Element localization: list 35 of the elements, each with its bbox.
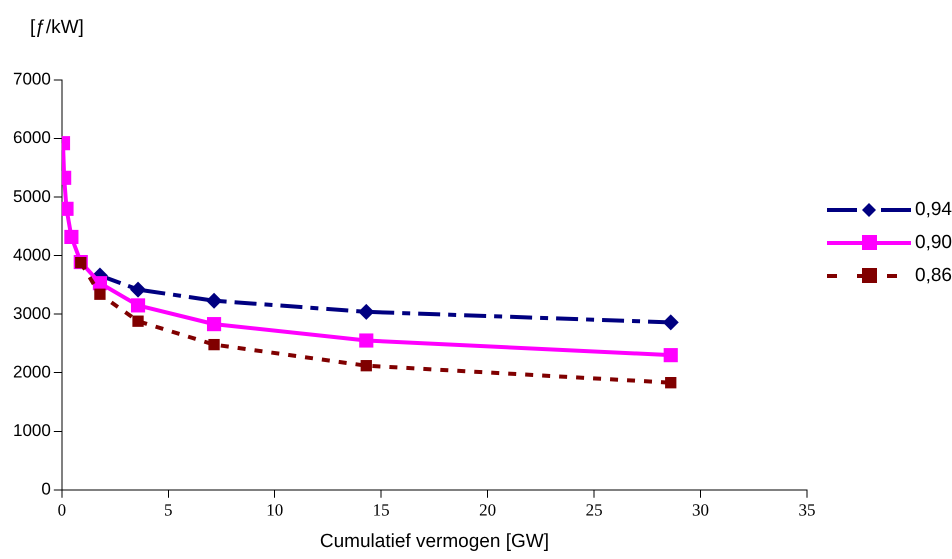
x-tick-label: 10	[266, 500, 284, 520]
x-tick-label: 15	[372, 500, 390, 520]
point	[358, 304, 374, 320]
point	[664, 348, 678, 362]
legend-label: 0,94	[915, 199, 952, 220]
y-tick-label: 1000	[12, 420, 51, 440]
point	[359, 333, 374, 348]
point	[206, 317, 222, 332]
point	[130, 298, 146, 312]
y-tick-label: 0	[41, 479, 51, 498]
point	[360, 360, 372, 372]
y-tick-label: 5000	[12, 186, 51, 206]
x-tick-label: 25	[586, 500, 603, 520]
y-axis-title: [ƒ/kW]	[30, 17, 84, 38]
x-axis-title: Cumulatief vermogen [GW]	[320, 530, 549, 552]
y-tick-label: 3000	[12, 304, 51, 323]
y-tick-label: 6000	[12, 128, 51, 148]
y-tick-label: 4000	[12, 245, 51, 264]
point	[130, 282, 146, 298]
x-tick-label: 35	[798, 500, 816, 520]
x-tick-label: 0	[58, 500, 66, 520]
point	[206, 292, 222, 309]
point	[665, 377, 676, 388]
point	[132, 316, 144, 327]
x-tick-label: 5	[164, 500, 173, 520]
point	[208, 338, 220, 350]
point	[94, 288, 106, 300]
legend-label: 0,86	[915, 265, 952, 286]
x-tick-label: 30	[692, 500, 710, 520]
legend-label: 0,90	[915, 232, 952, 254]
point	[662, 314, 679, 330]
point	[64, 230, 78, 244]
y-tick-label: 2000	[12, 362, 51, 382]
x-tick-label: 20	[479, 500, 496, 520]
y-tick-label: 7000	[12, 70, 51, 89]
